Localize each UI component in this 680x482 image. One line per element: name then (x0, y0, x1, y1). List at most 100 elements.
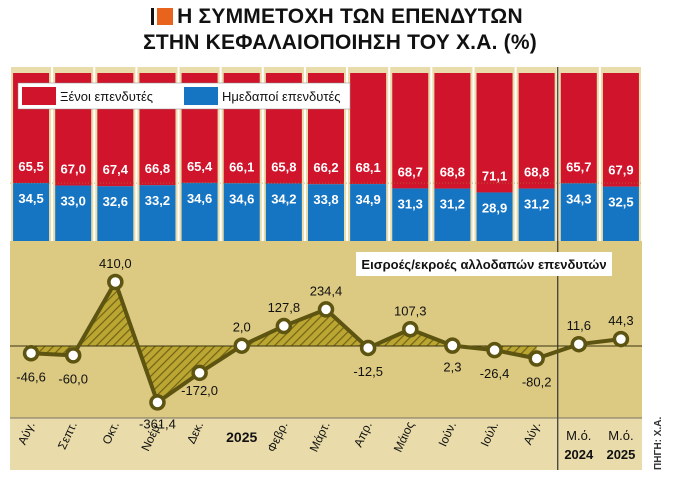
flow-marker (107, 273, 124, 291)
bar-domestic-label: 31,2 (440, 197, 465, 212)
bar-foreign (392, 73, 429, 189)
bar-domestic (434, 188, 471, 241)
flow-value-label: -361,4 (139, 416, 176, 431)
flow-value-label: -12,5 (353, 364, 383, 379)
axis-panel-background (10, 418, 642, 470)
bar-foreign-label: 65,7 (566, 159, 591, 174)
x-tick-label-year: 2024 (564, 447, 594, 462)
flow-value-label: -46,6 (16, 369, 46, 384)
line-title-box (356, 252, 612, 276)
bar-foreign-label: 67,9 (608, 163, 633, 178)
bar-domestic-label: 32,6 (103, 194, 128, 209)
x-tick-label: 2025 (226, 429, 257, 445)
bar-domestic (223, 183, 260, 241)
flow-value-label: 234,4 (310, 283, 343, 298)
flow-marker (359, 339, 377, 357)
bar-foreign-label: 67,4 (103, 162, 129, 177)
bar-domestic (181, 182, 218, 241)
flow-marker (612, 330, 630, 348)
bar-domestic (518, 188, 555, 241)
flow-value-label: -80,2 (522, 375, 552, 390)
bar-foreign-label: 66,8 (145, 161, 170, 176)
flow-marker (570, 335, 588, 353)
x-tick-label: Μ.ό. (566, 428, 591, 443)
bar-foreign-label: 68,8 (524, 165, 549, 180)
flow-marker (275, 317, 293, 335)
bar-domestic (308, 184, 344, 241)
bar-foreign-label: 68,8 (440, 165, 465, 180)
bar-foreign-label: 65,8 (271, 160, 296, 175)
bar-domestic-label: 33,2 (145, 193, 170, 208)
flow-marker (233, 337, 250, 354)
source-note: ΠΗΓΗ: Χ.Α. (653, 416, 664, 470)
bar-foreign (434, 73, 471, 189)
bar-foreign-label: 71,1 (482, 168, 507, 183)
bar-foreign (476, 73, 513, 193)
legend-domestic-label: Ημεδαποί επενδυτές (222, 89, 341, 104)
bar-domestic-label: 34,5 (18, 191, 43, 206)
bar-foreign-label: 67,0 (61, 162, 86, 177)
bar-foreign (560, 73, 597, 184)
bar-domestic (97, 186, 134, 241)
legend-foreign-label: Ξένοι επενδυτές (60, 89, 153, 104)
bar-foreign (602, 73, 639, 187)
bar-domestic-label: 28,9 (482, 200, 507, 215)
x-tick-label: Μ.ό. (608, 428, 633, 443)
flow-marker (317, 301, 335, 318)
flow-value-label: 2,0 (233, 320, 251, 335)
bar-domestic-label: 34,6 (187, 191, 212, 206)
bar-foreign-label: 68,7 (398, 164, 423, 179)
flow-marker (191, 364, 208, 382)
flow-value-label: 44,3 (608, 313, 633, 328)
flow-value-label: 410,0 (99, 256, 132, 271)
bar-domestic (265, 183, 302, 241)
bar-domestic-label: 33,8 (313, 192, 338, 207)
bar-foreign-label: 66,2 (313, 160, 338, 175)
bar-domestic-label: 34,6 (229, 191, 254, 206)
bar-domestic (55, 185, 92, 241)
bar-domestic-label: 31,2 (524, 197, 549, 212)
flow-marker (528, 350, 545, 367)
bar-domestic (350, 184, 387, 241)
flow-value-label: 107,3 (394, 303, 427, 318)
flow-marker (64, 347, 82, 364)
title-line-1: Η ΣΥΜΜΕΤΟΧΗ ΤΩΝ ΕΠΕΝΔΥΤΩΝ (0, 5, 680, 29)
flow-value-label: -172,0 (181, 383, 218, 398)
bar-domestic (392, 188, 429, 241)
x-tick-label-year: 2025 (606, 447, 635, 462)
legend-domestic-swatch (184, 87, 218, 105)
bar-domestic (560, 183, 597, 241)
bar-domestic-label: 34,3 (566, 191, 591, 206)
legend-foreign-swatch (22, 87, 56, 105)
flow-value-label: -60,0 (58, 371, 88, 386)
line-area-fill (31, 282, 537, 403)
flow-marker (444, 337, 461, 354)
bar-domestic-label: 34,2 (271, 192, 296, 207)
bar-foreign-label: 68,1 (355, 160, 380, 175)
flow-marker (149, 394, 166, 411)
flow-marker (402, 321, 419, 338)
bar-domestic (13, 183, 50, 241)
chart-title: Η ΣΥΜΜΕΤΟΧΗ ΤΩΝ ΕΠΕΝΔΥΤΩΝ ΣΤΗΝ ΚΕΦΑΛΑΙΟΠ… (0, 0, 680, 62)
title-line-2: ΣΤΗΝ ΚΕΦΑΛΑΙΟΠΟΙΗΣΗ ΤΟΥ Χ.Α. (%) (143, 31, 537, 54)
bar-foreign-label: 65,4 (187, 159, 213, 174)
bar-foreign (518, 73, 555, 189)
bar-domestic (476, 192, 513, 241)
flow-value-label: 2,3 (443, 360, 461, 375)
bar-domestic-label: 32,5 (608, 195, 633, 210)
flow-value-label: 11,6 (567, 318, 591, 333)
bar-domestic (139, 185, 176, 241)
bar-domestic-label: 31,3 (398, 196, 423, 211)
title-line-1-text: Η ΣΥΜΜΕΤΟΧΗ ΤΩΝ ΕΠΕΝΔΥΤΩΝ (177, 5, 523, 28)
flow-marker (22, 345, 40, 362)
bar-foreign-label: 66,1 (229, 159, 254, 174)
bar-domestic-label: 33,0 (61, 194, 86, 209)
bar-foreign-label: 65,5 (18, 159, 43, 174)
line-title: Εισροές/εκροές αλλοδαπών επενδυτών (361, 257, 606, 272)
flow-marker (486, 341, 503, 359)
flow-value-label: -26,4 (480, 366, 510, 381)
brand-logo-icon (151, 8, 174, 25)
flow-value-label: 127,8 (268, 300, 301, 315)
bar-domestic-label: 34,9 (355, 192, 380, 207)
